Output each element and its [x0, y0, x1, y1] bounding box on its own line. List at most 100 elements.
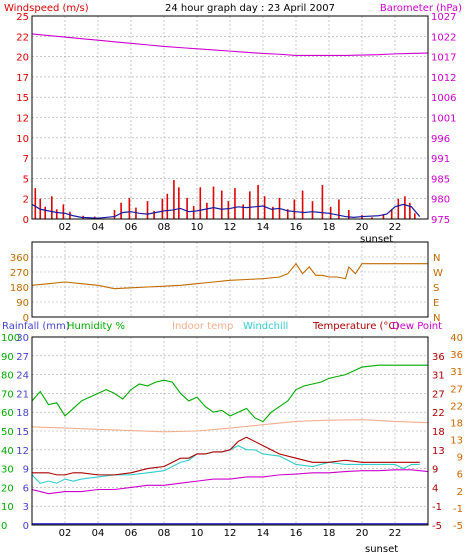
temp-panel-xtick-label: 02: [59, 528, 72, 539]
chart-title: 24 hour graph day : 23 April 2007: [165, 3, 335, 14]
dewpoint-label: Dew Point: [392, 321, 442, 332]
windspeed-tick-label: 10: [16, 134, 29, 145]
temperature-tick-label: 22: [432, 408, 445, 419]
rainfall-tick-label: 15: [16, 427, 29, 438]
compass-tick-label: W: [433, 268, 443, 279]
wind-panel-xtick-label: 08: [158, 222, 171, 233]
windspeed-tick-label: 15: [16, 93, 29, 104]
temperature-far-tick-label: -5: [453, 521, 463, 532]
temperature-far-tick-label: 18: [450, 418, 463, 429]
temperature-tick-label: -5: [432, 521, 442, 532]
barometer-tick-label: 1001: [431, 114, 456, 125]
avg-windspeed-line: [31, 203, 421, 219]
humidity-axis-label: Humidity %: [67, 321, 125, 332]
temperature-tick-label: 31: [432, 371, 445, 382]
barometer-tick-label: 1006: [431, 93, 456, 104]
compass-tick-label: E: [433, 298, 439, 309]
humidity-line: [31, 364, 428, 423]
temperature-tick-label: 27: [432, 389, 445, 400]
temperature-far-tick-label: 6: [457, 470, 463, 481]
barometer-line: [31, 33, 429, 56]
direction-tick-label: 360: [10, 253, 29, 264]
humidity-tick-label: 60: [1, 408, 14, 419]
temp-panel-frame: [31, 336, 429, 526]
temp-panel-xtick-label: 10: [191, 528, 204, 539]
windspeed-tick-label: 25: [16, 12, 29, 23]
wind-panel-xtick-label: 16: [290, 222, 303, 233]
humidity-tick-label: 20: [1, 483, 14, 494]
windspeed-axis-label: Windspeed (m/s): [4, 3, 89, 14]
static-text: 24 hour graph day : 23 April 2007 Windsp…: [2, 3, 462, 555]
temperature-tick-label: -1: [432, 502, 442, 513]
wind-panel-xtick-label: 18: [323, 222, 336, 233]
compass-tick-label: N: [433, 313, 440, 324]
wind-panel-xtick-label: 14: [257, 222, 270, 233]
barometer-tick-label: 991: [431, 154, 450, 165]
temperature-far-tick-label: 9: [457, 453, 463, 464]
humidity-tick-label: 50: [1, 427, 14, 438]
rainfall-tick-label: 27: [16, 352, 29, 363]
temp-panel-xtick-label: 08: [158, 528, 171, 539]
wind-panel-frame: [31, 15, 429, 220]
wind-panel-xtick-label: 02: [59, 222, 72, 233]
rainfall-tick-label: 9: [23, 465, 29, 476]
direction-tick-label: 180: [10, 283, 29, 294]
direction-panel-frame: [31, 241, 429, 318]
barometer-tick-label: 996: [431, 134, 450, 145]
rainfall-axis-label: Rainfall (mm): [2, 321, 70, 332]
temp-panel-xtick-label: 16: [290, 528, 303, 539]
temperature-label: Temperature (°C): [312, 321, 399, 332]
wind-panel-xtick-label: 06: [125, 222, 138, 233]
sunset-label-top: sunset: [360, 234, 393, 245]
wind-panel-xtick-label: 20: [356, 222, 369, 233]
temp-panel-xtick-label: 04: [92, 528, 105, 539]
indoor-temp-line: [31, 419, 429, 433]
wind-direction-line: [31, 262, 428, 290]
temperature-line: [32, 436, 420, 476]
humidity-tick-label: 90: [1, 352, 14, 363]
windchill-label: Windchill: [243, 321, 288, 332]
rainfall-tick-label: 3: [23, 502, 29, 513]
humidity-tick-label: 10: [1, 502, 14, 513]
rainfall-tick-label: 0: [23, 521, 29, 532]
temp-panel-xtick-label: 18: [323, 528, 336, 539]
humidity-tick-label: 0: [1, 521, 7, 532]
wind-panel-xtick-label: 04: [92, 222, 105, 233]
humidity-tick-label: 30: [1, 465, 14, 476]
windspeed-tick-label: 20: [16, 53, 29, 64]
temperature-far-tick-label: 22: [450, 401, 463, 412]
temperature-far-tick-label: 2: [457, 487, 463, 498]
windspeed-tick-label: 22: [16, 32, 29, 43]
barometer-tick-label: 1017: [431, 53, 456, 64]
humidity-tick-label: 100: [1, 333, 20, 344]
windspeed-tick-label: 2: [23, 195, 29, 206]
windspeed-tick-label: 12: [16, 114, 29, 125]
windspeed-tick-label: 7: [23, 154, 29, 165]
barometer-tick-label: 985: [431, 174, 450, 185]
temperature-tick-label: 4: [432, 483, 438, 494]
chart-marks: 0257101215172022259759809859919961001100…: [1, 12, 463, 539]
temperature-far-tick-label: -1: [453, 504, 463, 515]
rainfall-tick-label: 18: [16, 408, 29, 419]
wind-panel-xtick-label: 12: [224, 222, 237, 233]
humidity-tick-label: 70: [1, 389, 14, 400]
humidity-tick-label: 40: [1, 446, 14, 457]
windspeed-tick-label: 17: [16, 73, 29, 84]
rainfall-tick-label: 21: [16, 389, 29, 400]
rainfall-tick-label: 12: [16, 446, 29, 457]
barometer-tick-label: 1012: [431, 73, 456, 84]
rainfall-tick-label: 6: [23, 483, 29, 494]
indoor-temp-label: Indoor temp: [172, 321, 233, 332]
temperature-far-tick-label: 27: [450, 384, 463, 395]
temperature-tick-label: 18: [432, 427, 445, 438]
wind-panel-xtick-label: 22: [389, 222, 402, 233]
rainfall-tick-label: 24: [16, 371, 29, 382]
direction-tick-label: 270: [10, 268, 29, 279]
dewpoint-line: [31, 469, 429, 495]
barometer-tick-label: 1022: [431, 32, 456, 43]
barometer-tick-label: 975: [431, 215, 450, 226]
temperature-tick-label: 13: [432, 446, 445, 457]
temperature-tick-label: 9: [432, 465, 438, 476]
temp-panel-xtick-label: 20: [356, 528, 369, 539]
